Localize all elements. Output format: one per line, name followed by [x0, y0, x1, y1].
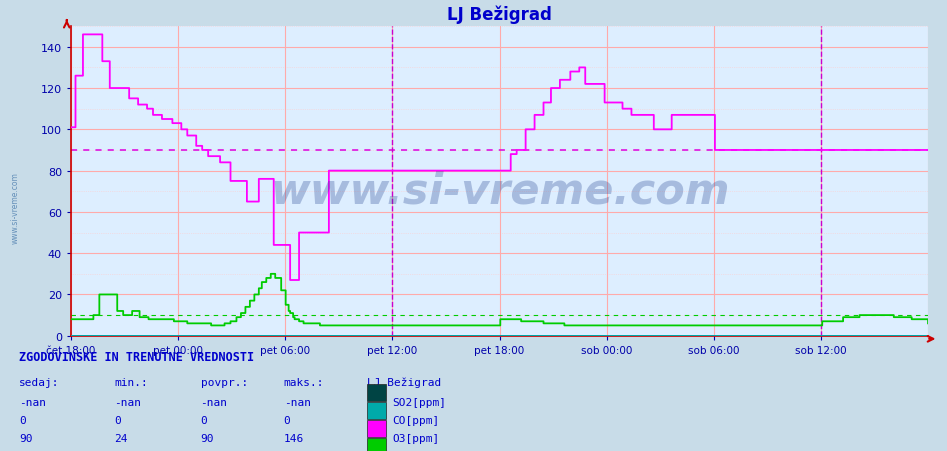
Text: sedaj:: sedaj: — [19, 377, 60, 387]
Text: povpr.:: povpr.: — [201, 377, 248, 387]
Text: 0: 0 — [115, 415, 121, 425]
Text: maks.:: maks.: — [284, 377, 324, 387]
Text: -nan: -nan — [284, 397, 311, 407]
Bar — [366, 384, 386, 401]
Text: 90: 90 — [201, 433, 214, 442]
Bar — [366, 420, 386, 437]
Text: CO[ppm]: CO[ppm] — [393, 415, 439, 425]
Text: 90: 90 — [19, 433, 32, 442]
Text: 0: 0 — [284, 415, 291, 425]
Text: -nan: -nan — [201, 397, 227, 407]
Title: LJ Bežigrad: LJ Bežigrad — [447, 6, 552, 24]
Text: 146: 146 — [284, 433, 304, 442]
Text: 0: 0 — [19, 415, 26, 425]
Bar — [366, 437, 386, 451]
Text: O3[ppm]: O3[ppm] — [393, 433, 439, 442]
Text: 24: 24 — [115, 433, 128, 442]
Text: ZGODOVINSKE IN TRENUTNE VREDNOSTI: ZGODOVINSKE IN TRENUTNE VREDNOSTI — [19, 350, 254, 363]
Text: www.si-vreme.com: www.si-vreme.com — [10, 171, 20, 244]
Text: www.si-vreme.com: www.si-vreme.com — [270, 170, 729, 212]
Text: -nan: -nan — [115, 397, 141, 407]
Text: 0: 0 — [201, 415, 207, 425]
Text: SO2[ppm]: SO2[ppm] — [393, 397, 447, 407]
Text: min.:: min.: — [115, 377, 148, 387]
Text: LJ Bežigrad: LJ Bežigrad — [366, 377, 441, 387]
Bar — [366, 402, 386, 419]
Text: -nan: -nan — [19, 397, 46, 407]
